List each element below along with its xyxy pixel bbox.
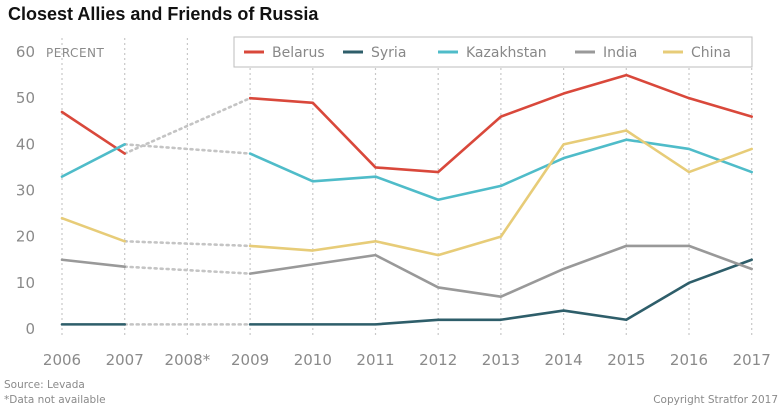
x-tick-label: 2017: [733, 351, 771, 369]
gap-connector-india: [123, 265, 252, 275]
missing-data-note: *Data not available: [4, 394, 106, 406]
legend-label-syria: Syria: [371, 45, 406, 61]
legend-label-india: India: [603, 45, 637, 61]
series-line-syria: [248, 258, 754, 326]
series-lines: [60, 73, 754, 326]
y-tick-label: 0: [25, 320, 35, 338]
legend-label-kazakhstan: Kazakhstan: [466, 45, 547, 61]
series-line-india: [60, 258, 126, 268]
series-line-kazakhstan: [60, 143, 126, 178]
gap-connector-kazakhstan: [123, 143, 252, 155]
series-line-kazakhstan: [248, 138, 754, 202]
series-line-china: [248, 129, 754, 257]
x-axis: 2006 2007 2008* 2009 2010 2011 2012 2013 2014 201…: [43, 351, 771, 369]
missing-data-connectors: [123, 96, 252, 326]
chart-title: Closest Allies and Friends of Russia: [8, 4, 319, 24]
series-line-belarus: [60, 110, 126, 155]
x-tick-label: 2015: [607, 351, 645, 369]
y-tick-label: 40: [16, 135, 35, 153]
x-tick-label: 2016: [670, 351, 708, 369]
x-tick-label: 2014: [545, 351, 583, 369]
x-tick-label: 2010: [294, 351, 332, 369]
legend-label-china: China: [691, 45, 731, 61]
y-tick-label: 30: [16, 182, 35, 200]
gap-connector-belarus: [123, 96, 252, 155]
copyright-note: Copyright Stratfor 2017: [653, 394, 778, 406]
x-tick-label: 2013: [482, 351, 520, 369]
series-line-india: [248, 244, 754, 298]
x-tick-label: 2011: [356, 351, 394, 369]
y-tick-label: 20: [16, 228, 35, 246]
y-unit-label: PERCENT: [46, 46, 104, 60]
x-tick-label: 2009: [231, 351, 269, 369]
series-line-china: [60, 216, 126, 243]
source-note: Source: Levada: [4, 379, 85, 391]
y-tick-label: 60: [16, 43, 35, 61]
series-line-belarus: [248, 73, 754, 174]
y-tick-label: 10: [16, 274, 35, 292]
legend: Belarus Syria Kazakhstan India China: [233, 36, 753, 68]
x-tick-label: 2007: [106, 351, 144, 369]
x-tick-label: 2008*: [165, 351, 211, 369]
x-tick-label: 2006: [43, 351, 81, 369]
x-tick-label: 2012: [419, 351, 457, 369]
y-tick-label: 50: [16, 89, 35, 107]
gap-connector-china: [123, 239, 252, 248]
y-axis: 0 10 20 30 40 50 60: [16, 43, 35, 338]
legend-label-belarus: Belarus: [272, 45, 325, 61]
